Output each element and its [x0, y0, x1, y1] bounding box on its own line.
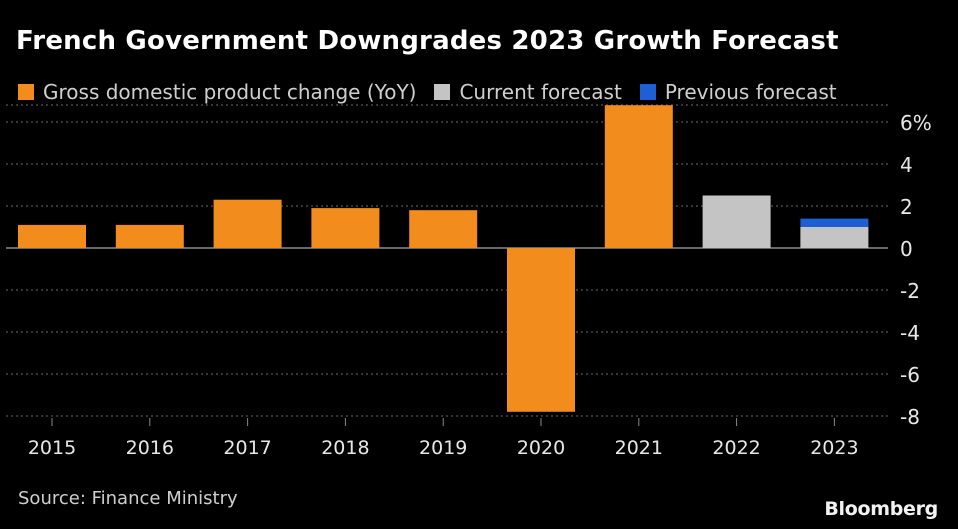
bar-gdp-2017 — [213, 199, 282, 248]
x-tick-label-2021: 2021 — [615, 437, 663, 459]
bar-current-forecast-2023 — [800, 227, 869, 248]
x-tick-label-2015: 2015 — [28, 437, 76, 459]
y-tick-label: 6% — [900, 111, 932, 135]
x-tick-label-2019: 2019 — [419, 437, 467, 459]
bloomberg-logo: Bloomberg — [824, 498, 938, 520]
legend-item-current-forecast: Current forecast — [434, 80, 622, 104]
chart-title: French Government Downgrades 2023 Growth… — [16, 26, 839, 56]
legend-label-gdp: Gross domestic product change (YoY) — [43, 80, 417, 104]
legend-label-current-forecast: Current forecast — [459, 80, 622, 104]
y-tick-label: 4 — [900, 153, 913, 177]
x-tick-label-2023: 2023 — [810, 437, 858, 459]
bar-gdp-2019 — [409, 210, 478, 248]
source-note: Source: Finance Ministry — [18, 488, 238, 509]
bar-current-forecast-2022 — [702, 195, 771, 248]
y-tick-label: -4 — [900, 321, 920, 345]
bar-previous-forecast-2023 — [800, 218, 869, 227]
y-tick-label: 2 — [900, 195, 913, 219]
legend-swatch-gdp — [18, 84, 34, 100]
legend-swatch-current-forecast — [434, 84, 451, 100]
x-tick-label-2017: 2017 — [223, 437, 271, 459]
legend-label-previous-forecast: Previous forecast — [664, 80, 837, 104]
bar-gdp-2016 — [115, 224, 184, 248]
legend-item-gdp: Gross domestic product change (YoY) — [18, 80, 416, 104]
y-tick-label: 0 — [900, 237, 913, 261]
y-tick-label: -2 — [900, 279, 920, 303]
x-tick-label-2022: 2022 — [712, 437, 760, 459]
bar-gdp-2021 — [604, 105, 673, 248]
x-tick-label-2018: 2018 — [321, 437, 369, 459]
y-tick-label: -6 — [900, 363, 920, 387]
x-tick-label-2016: 2016 — [126, 437, 174, 459]
legend-item-previous-forecast: Previous forecast — [639, 80, 837, 104]
y-tick-label: -8 — [900, 405, 920, 429]
chart-legend: Gross domestic product change (YoY) Curr… — [18, 80, 855, 104]
bar-gdp-2015 — [18, 224, 86, 248]
x-tick-label-2020: 2020 — [517, 437, 565, 459]
bar-gdp-2020 — [507, 248, 575, 412]
bar-gdp-2018 — [311, 208, 380, 248]
legend-swatch-previous-forecast — [639, 84, 656, 100]
